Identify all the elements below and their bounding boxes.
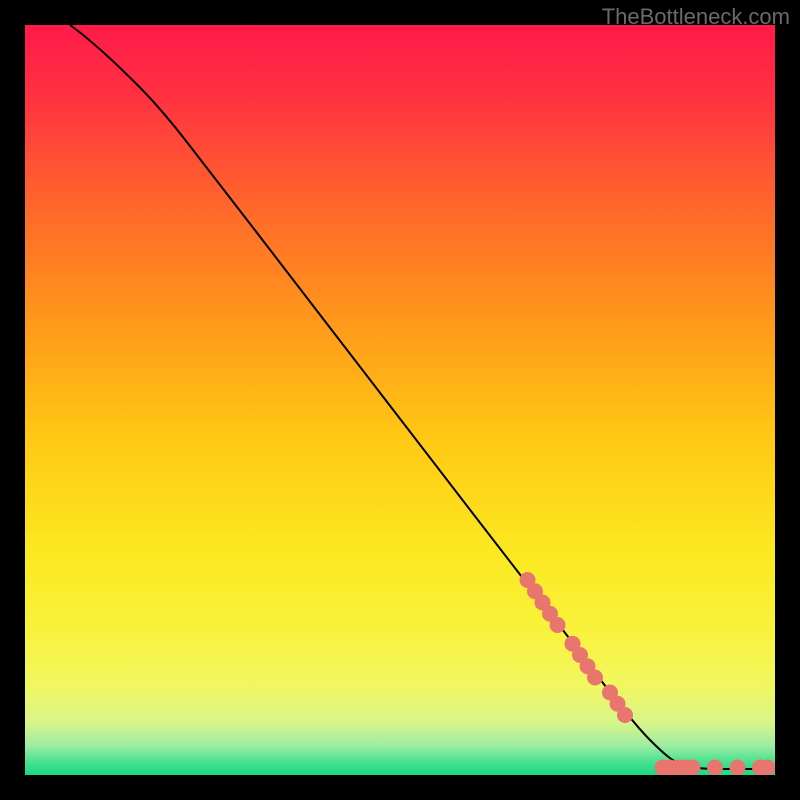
data-marker: [685, 760, 701, 776]
bottleneck-curve: [70, 25, 775, 769]
curve-layer: [25, 25, 775, 775]
chart-plot-area: [25, 25, 775, 775]
data-marker: [587, 670, 603, 686]
watermark-text: TheBottleneck.com: [602, 4, 790, 30]
data-marker: [617, 707, 633, 723]
data-marker: [707, 760, 723, 776]
data-marker: [730, 760, 746, 776]
data-markers-group: [520, 572, 776, 775]
data-marker: [550, 617, 566, 633]
